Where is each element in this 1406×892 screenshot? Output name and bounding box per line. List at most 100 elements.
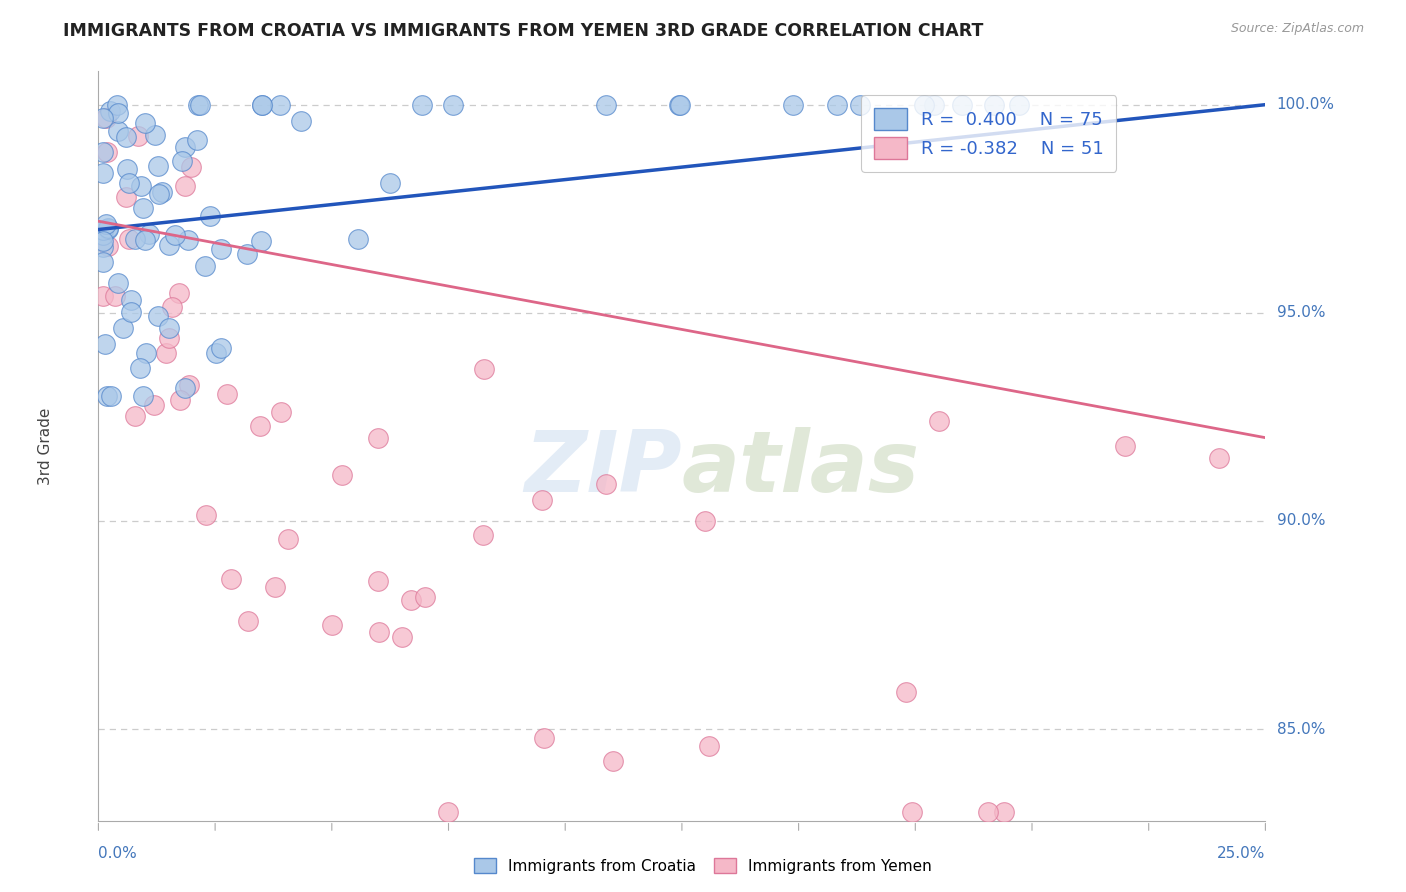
Point bbox=[96, 218, 118, 232]
Point bbox=[155, 346, 177, 360]
Point bbox=[367, 625, 389, 640]
Point bbox=[238, 614, 260, 628]
Point bbox=[91, 289, 114, 303]
Point bbox=[118, 176, 141, 190]
Point bbox=[668, 97, 690, 112]
Point bbox=[91, 111, 114, 125]
Point bbox=[198, 209, 221, 223]
Point bbox=[160, 300, 183, 314]
Point bbox=[205, 346, 228, 360]
Point bbox=[391, 631, 413, 645]
Point bbox=[914, 97, 936, 112]
Point bbox=[96, 389, 118, 403]
Point bbox=[441, 97, 464, 112]
Point bbox=[896, 684, 918, 698]
Point bbox=[129, 178, 152, 193]
Point bbox=[900, 805, 922, 820]
Point bbox=[174, 381, 197, 395]
Point bbox=[143, 398, 166, 412]
Point bbox=[104, 288, 127, 302]
Point bbox=[91, 234, 114, 248]
Point bbox=[472, 527, 495, 541]
Point bbox=[270, 404, 292, 418]
Text: 25.0%: 25.0% bbox=[1218, 846, 1265, 861]
Point bbox=[411, 97, 433, 112]
Point bbox=[668, 97, 690, 112]
Point bbox=[91, 165, 114, 179]
Point bbox=[950, 97, 973, 112]
Text: 95.0%: 95.0% bbox=[1277, 305, 1324, 320]
Point bbox=[91, 145, 114, 160]
Point bbox=[174, 179, 197, 194]
Text: 85.0%: 85.0% bbox=[1277, 722, 1324, 737]
Text: Source: ZipAtlas.com: Source: ZipAtlas.com bbox=[1230, 22, 1364, 36]
Text: 3rd Grade: 3rd Grade bbox=[38, 408, 53, 484]
Point bbox=[187, 97, 209, 112]
Point bbox=[367, 574, 389, 589]
Point bbox=[98, 104, 121, 119]
Text: 0.0%: 0.0% bbox=[98, 846, 138, 861]
Point bbox=[115, 161, 138, 176]
Point bbox=[107, 276, 129, 290]
Point bbox=[269, 97, 291, 112]
Point bbox=[977, 805, 1000, 820]
Point bbox=[849, 97, 872, 112]
Point bbox=[143, 128, 166, 142]
Point bbox=[120, 293, 142, 308]
Point bbox=[250, 97, 273, 112]
Point bbox=[148, 310, 170, 324]
Point bbox=[107, 124, 129, 138]
Point bbox=[321, 618, 343, 632]
Point bbox=[96, 145, 118, 159]
Point bbox=[97, 238, 120, 252]
Point bbox=[332, 467, 354, 482]
Point bbox=[118, 231, 141, 245]
Point bbox=[174, 140, 197, 154]
Point bbox=[97, 221, 120, 235]
Point bbox=[100, 389, 122, 403]
Point bbox=[413, 590, 436, 604]
Point bbox=[91, 255, 114, 269]
Point bbox=[105, 97, 128, 112]
Point bbox=[128, 361, 150, 376]
Point bbox=[277, 532, 299, 546]
Point bbox=[94, 337, 117, 351]
Point bbox=[249, 419, 271, 434]
Point bbox=[159, 238, 181, 252]
Point bbox=[169, 286, 191, 301]
Point bbox=[530, 493, 553, 508]
Point bbox=[172, 154, 194, 169]
Point bbox=[177, 233, 200, 247]
Point bbox=[138, 227, 160, 241]
Point bbox=[124, 232, 146, 246]
Text: 90.0%: 90.0% bbox=[1277, 514, 1324, 528]
Point bbox=[782, 97, 804, 112]
Point bbox=[194, 508, 217, 522]
Point bbox=[97, 222, 120, 236]
Point bbox=[146, 160, 169, 174]
Point bbox=[695, 514, 717, 528]
Point bbox=[96, 112, 118, 126]
Point bbox=[217, 386, 239, 401]
Point bbox=[533, 731, 555, 745]
Point bbox=[595, 97, 617, 112]
Point bbox=[157, 331, 180, 345]
Point bbox=[1114, 439, 1136, 453]
Point bbox=[602, 754, 624, 768]
Point bbox=[124, 409, 146, 423]
Point bbox=[367, 431, 389, 445]
Point bbox=[250, 234, 273, 248]
Point bbox=[399, 593, 422, 607]
Point bbox=[928, 414, 950, 428]
Point bbox=[115, 130, 138, 145]
Point bbox=[91, 240, 114, 254]
Point bbox=[150, 185, 173, 199]
Point bbox=[157, 321, 180, 335]
Point bbox=[825, 97, 848, 112]
Point bbox=[135, 346, 157, 360]
Point bbox=[180, 160, 202, 174]
Point bbox=[169, 392, 191, 407]
Point bbox=[209, 242, 232, 256]
Point bbox=[127, 128, 149, 143]
Point bbox=[194, 259, 217, 273]
